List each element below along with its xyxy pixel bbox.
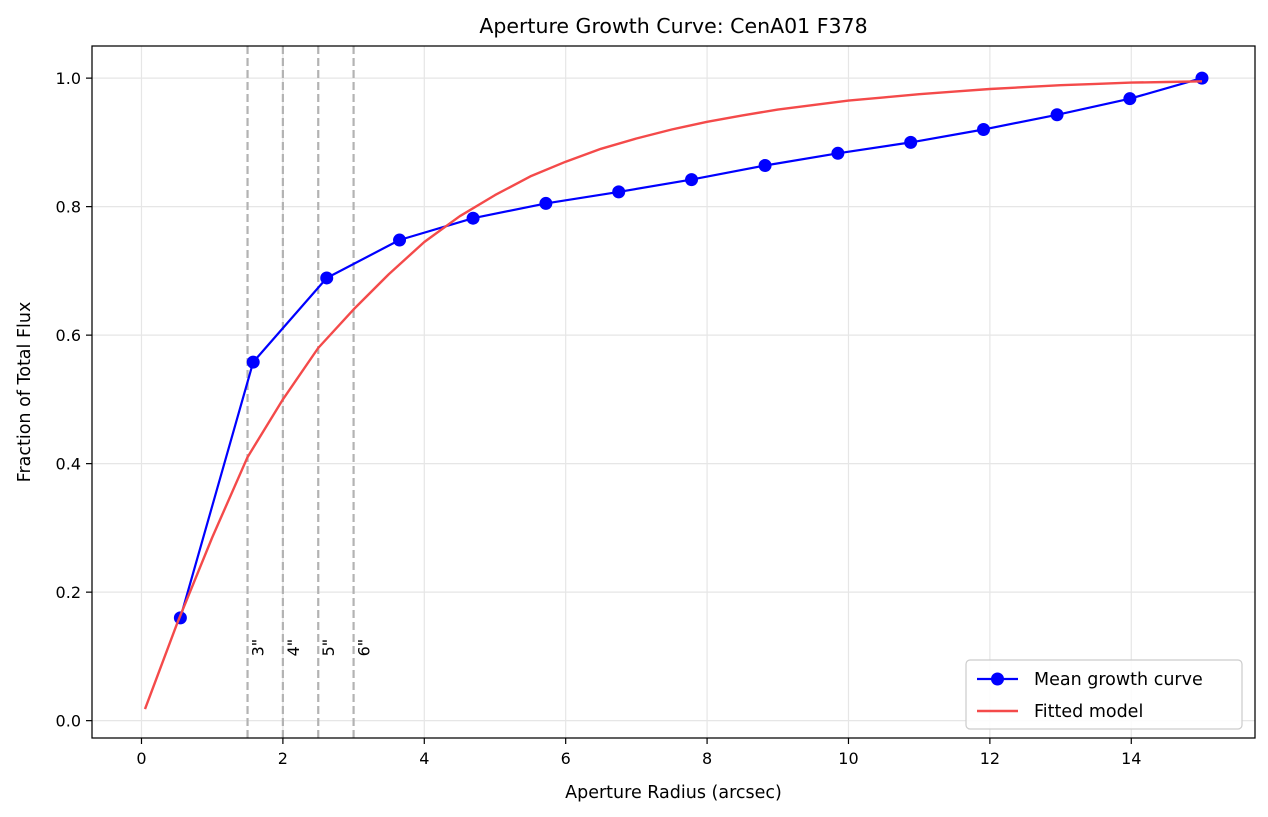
mean-growth-curve-point bbox=[1123, 92, 1137, 106]
x-tick-label: 0 bbox=[136, 749, 146, 768]
fitted-model-line bbox=[143, 80, 1203, 710]
plot-frame bbox=[91, 45, 1256, 739]
x-tick-label: 14 bbox=[1121, 749, 1141, 768]
y-tick-label: 1.0 bbox=[56, 69, 81, 88]
mean-growth-curve-point bbox=[466, 211, 480, 225]
legend-label: Mean growth curve bbox=[1034, 670, 1203, 690]
x-tick-label: 10 bbox=[838, 749, 858, 768]
mean-growth-curve-point bbox=[612, 185, 626, 199]
mean-growth-curve-point bbox=[539, 196, 553, 210]
aperture-reference-label: 3" bbox=[249, 639, 268, 657]
mean-growth-curve-point bbox=[320, 271, 334, 285]
aperture-reference-label: 4" bbox=[284, 639, 303, 657]
y-tick-label: 0.8 bbox=[56, 198, 81, 217]
x-tick-label: 12 bbox=[980, 749, 1000, 768]
legend-swatch-marker bbox=[991, 672, 1004, 686]
mean-growth-curve-point bbox=[685, 173, 699, 187]
x-tick-label: 8 bbox=[702, 749, 712, 768]
chart-title: Aperture Growth Curve: CenA01 F378 bbox=[479, 14, 867, 38]
legend: Mean growth curve Fitted model bbox=[965, 659, 1243, 730]
legend-box bbox=[965, 659, 1243, 730]
aperture-reference-label: 5" bbox=[319, 639, 338, 657]
y-tick-label: 0.6 bbox=[56, 326, 81, 345]
mean-growth-curve-point bbox=[393, 233, 407, 247]
plot-series bbox=[143, 71, 1209, 710]
mean-growth-curve-point bbox=[977, 123, 991, 137]
axis-ticks: 0 2 4 6 8 10 12 14 0.0 0.2 0.4 0.6 0.8 1.0 bbox=[56, 69, 1142, 768]
mean-growth-curve-point bbox=[246, 355, 260, 369]
x-tick-label: 2 bbox=[278, 749, 288, 768]
mean-growth-curve-point bbox=[904, 135, 918, 149]
x-tick-label: 4 bbox=[419, 749, 429, 768]
mean-growth-curve-point bbox=[1195, 71, 1209, 85]
reference-lines: 3" 4" 5" 6" bbox=[246, 46, 374, 738]
x-tick-label: 6 bbox=[561, 749, 571, 768]
grid bbox=[92, 46, 1255, 738]
legend-label: Fitted model bbox=[1034, 702, 1143, 722]
y-tick-label: 0.0 bbox=[56, 712, 81, 731]
y-tick-label: 0.2 bbox=[56, 583, 81, 602]
mean-growth-curve-point bbox=[1050, 108, 1064, 122]
mean-growth-curve-point bbox=[758, 159, 772, 173]
x-axis-label: Aperture Radius (arcsec) bbox=[565, 783, 782, 803]
y-tick-label: 0.4 bbox=[56, 455, 81, 474]
aperture-reference-label: 6" bbox=[355, 639, 374, 657]
y-axis-label: Fraction of Total Flux bbox=[15, 302, 35, 483]
mean-growth-curve-point bbox=[831, 146, 845, 160]
